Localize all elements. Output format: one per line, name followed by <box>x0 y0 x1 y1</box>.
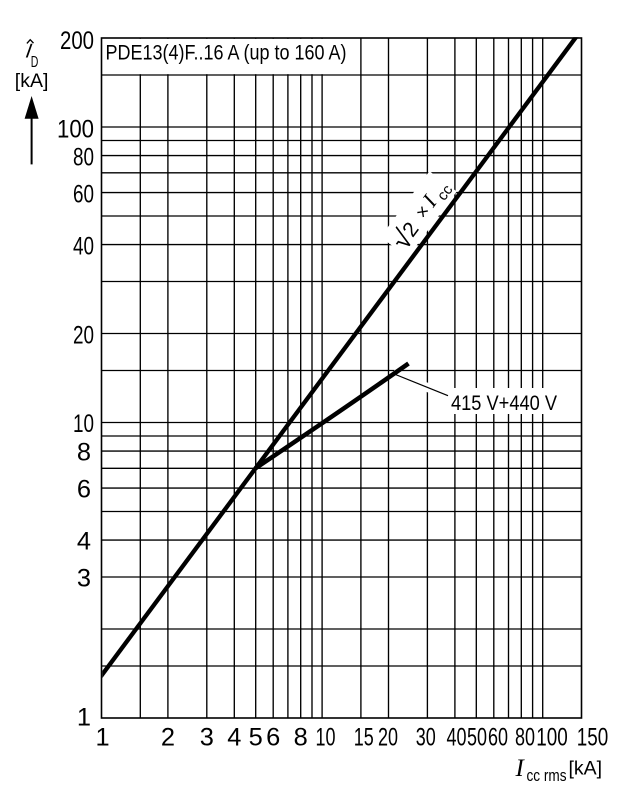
svg-text:6: 6 <box>77 476 91 504</box>
svg-text:I: I <box>515 755 526 782</box>
svg-text:3: 3 <box>200 723 214 751</box>
svg-text:1: 1 <box>77 704 91 732</box>
svg-text:8: 8 <box>294 723 308 751</box>
svg-text:80: 80 <box>515 723 535 751</box>
svg-text:[kA]: [kA] <box>15 70 49 92</box>
svg-text:100: 100 <box>57 115 94 143</box>
svg-text:D: D <box>31 54 39 71</box>
svg-text:8: 8 <box>77 439 91 467</box>
svg-text:100: 100 <box>536 723 568 751</box>
svg-text:30: 30 <box>416 723 436 751</box>
svg-text:4: 4 <box>77 528 91 556</box>
svg-text:60: 60 <box>488 723 508 751</box>
svg-text:20: 20 <box>73 321 94 349</box>
svg-text:20: 20 <box>378 723 398 751</box>
svg-text:[kA]: [kA] <box>569 758 603 780</box>
svg-text:1: 1 <box>95 723 109 751</box>
svg-text:cc rms: cc rms <box>527 766 567 785</box>
svg-text:50: 50 <box>467 723 487 751</box>
svg-text:60: 60 <box>73 180 94 208</box>
svg-text:80: 80 <box>73 143 94 171</box>
svg-text:PDE13(4)F..16 A (up to 160 A): PDE13(4)F..16 A (up to 160 A) <box>106 41 347 65</box>
svg-text:6: 6 <box>266 723 280 751</box>
svg-text:10: 10 <box>73 410 94 438</box>
svg-text:3: 3 <box>77 565 91 593</box>
svg-text:5: 5 <box>249 723 263 751</box>
svg-text:10: 10 <box>316 723 336 751</box>
svg-text:I: I <box>24 41 33 63</box>
svg-text:4: 4 <box>227 723 241 751</box>
svg-text:150: 150 <box>577 723 609 751</box>
svg-text:40: 40 <box>73 232 94 260</box>
svg-text:15: 15 <box>354 723 374 751</box>
svg-text:200: 200 <box>60 27 94 55</box>
svg-text:40: 40 <box>447 723 467 751</box>
svg-text:2: 2 <box>161 723 175 751</box>
svg-text:415 V+440 V: 415 V+440 V <box>451 392 557 415</box>
